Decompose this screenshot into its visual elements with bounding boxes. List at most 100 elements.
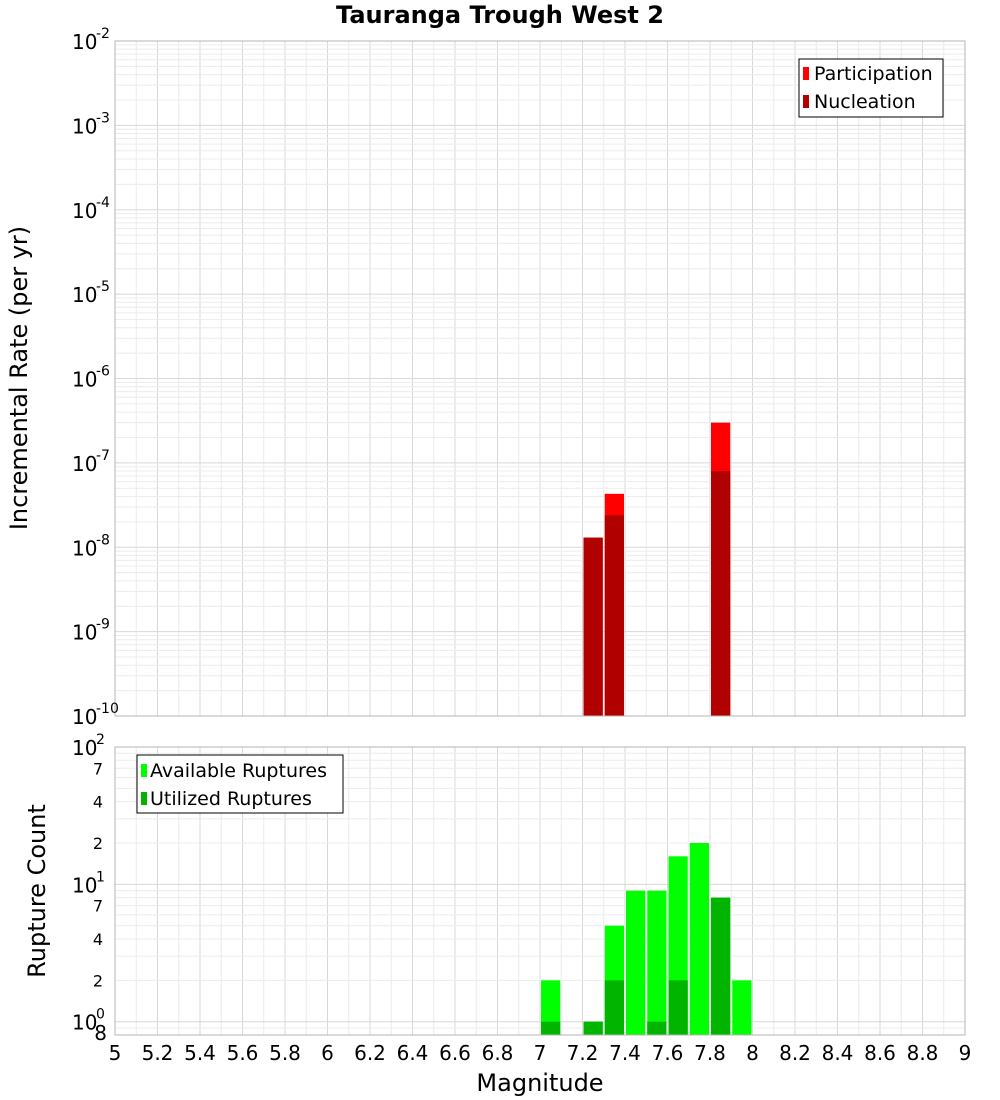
count-y-minor-tick-label: 4 [93,930,103,949]
rate-grid [114,40,966,717]
x-tick-label: 8.4 [822,1041,854,1065]
svg-text:0: 0 [96,1007,105,1023]
svg-text:-4: -4 [96,195,110,211]
count-bars [541,843,752,1035]
rate-y-tick-label: 10-3 [72,110,110,138]
rate-y-axis-title: Incremental Rate (per yr) [5,226,33,530]
utilized-legend-label: Utilized Ruptures [150,788,312,810]
rate-y-tick-label: 10-4 [72,195,110,223]
count-y-tick-label: 102 [72,732,105,760]
count-utilized-ruptures-bar [668,980,688,1035]
x-tick-label: 6.4 [397,1041,429,1065]
x-tick-label: 6.6 [439,1041,471,1065]
count-utilized-ruptures-bar [604,980,624,1035]
svg-text:10: 10 [72,368,97,392]
participation-legend-label: Participation [814,63,933,85]
svg-text:10: 10 [72,199,97,223]
count-y-minor-tick-label: 4 [93,793,103,812]
nucleation-legend-swatch [803,95,809,108]
count-y-minor-tick-label: 8 [94,1021,107,1045]
x-tick-label: 5 [109,1041,122,1065]
count-y-minor-tick-label: 2 [93,971,103,990]
x-tick-label: 5.2 [142,1041,174,1065]
rate-bars [583,422,731,716]
rate-y-tick-label: 10-8 [72,532,110,560]
rate-y-tick-label: 10-7 [72,448,110,476]
count-legend: Available Ruptures Utilized Ruptures [136,754,344,814]
count-y-minor-tick-label: 2 [93,834,103,853]
x-tick-label: 5.6 [227,1041,259,1065]
svg-text:1: 1 [96,869,105,885]
svg-text:-6: -6 [96,364,110,380]
magnitude-x-ticks: 5 5.2 5.4 5.6 5.8 6 6.2 6.4 6.6 6.8 7 7.2 7.4 7.6 7.8 8… [109,1041,972,1065]
x-tick-label: 6.2 [354,1041,386,1065]
svg-text:10: 10 [72,536,97,560]
x-tick-label: 7.2 [567,1041,599,1065]
x-tick-label: 7 [534,1041,547,1065]
rate-y-tick-label: 10-9 [72,617,110,645]
count-y-minor-tick-label: 7 [93,759,103,778]
svg-text:-8: -8 [96,532,110,548]
svg-text:-2: -2 [96,26,110,42]
svg-text:10: 10 [72,452,97,476]
count-utilized-ruptures-bar [647,1021,667,1035]
available-legend-swatch [141,764,147,777]
x-tick-label: 5.8 [269,1041,301,1065]
count-utilized-ruptures-bar [711,897,731,1035]
count-y-tick-label: 101 [72,869,105,897]
rate-nucleation-bar [711,471,731,716]
x-tick-label: 9 [959,1041,972,1065]
count-y-axis-title: Rupture Count [23,804,51,978]
rate-nucleation-bar [583,537,603,716]
count-y-tick-label: 100 [72,1007,105,1035]
count-available-ruptures-bar [732,980,752,1035]
available-legend-label: Available Ruptures [150,760,327,782]
count-available-ruptures-bar [626,890,646,1035]
svg-text:10: 10 [72,873,97,897]
svg-text:10: 10 [72,705,97,729]
chart-title: Tauranga Trough West 2 [336,1,664,29]
svg-text:10: 10 [72,114,97,138]
count-utilized-ruptures-bar [541,1021,561,1035]
x-tick-label: 6 [321,1041,334,1065]
svg-text:10: 10 [72,736,97,760]
x-tick-label: 7.4 [609,1041,641,1065]
svg-text:-10: -10 [96,701,119,717]
rate-y-tick-label: 10-6 [72,364,110,392]
svg-text:10: 10 [72,283,97,307]
utilized-legend-swatch [141,792,147,805]
x-tick-label: 8.2 [779,1041,811,1065]
svg-text:-3: -3 [96,110,110,126]
nucleation-legend-label: Nucleation [814,91,916,113]
participation-legend-swatch [803,67,809,80]
rate-nucleation-bar [604,515,624,716]
count-available-ruptures-bar [689,843,709,1035]
count-available-ruptures-bar [647,890,667,1035]
count-utilized-ruptures-bar [583,1021,603,1035]
rate-y-tick-label: 10-10 [72,701,119,729]
svg-text:-9: -9 [96,617,110,633]
count-available-ruptures-bar [541,980,561,1035]
svg-text:-5: -5 [96,279,110,295]
count-y-minor-tick-label: 7 [93,897,103,916]
svg-text:10: 10 [72,621,97,645]
x-tick-label: 7.6 [652,1041,684,1065]
x-tick-label: 7.8 [694,1041,726,1065]
rate-y-tick-label: 10-5 [72,279,110,307]
x-tick-label: 5.4 [184,1041,216,1065]
rate-legend: Participation Nucleation [798,58,944,118]
x-axis-title: Magnitude [476,1069,603,1097]
svg-text:10: 10 [72,30,97,54]
svg-text:10: 10 [72,1011,97,1035]
svg-text:-7: -7 [96,448,110,464]
x-tick-label: 8 [746,1041,759,1065]
x-tick-label: 6.8 [482,1041,514,1065]
x-tick-label: 8.6 [864,1041,896,1065]
x-tick-label: 8.8 [907,1041,939,1065]
rate-y-tick-label: 10-2 [72,26,110,54]
